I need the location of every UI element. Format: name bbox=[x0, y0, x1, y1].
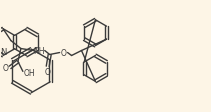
Text: O: O bbox=[61, 49, 66, 57]
Text: O: O bbox=[45, 67, 51, 76]
Text: OH: OH bbox=[24, 68, 36, 77]
Text: O: O bbox=[3, 63, 9, 72]
Text: N: N bbox=[0, 48, 6, 57]
Text: NH: NH bbox=[33, 47, 45, 56]
